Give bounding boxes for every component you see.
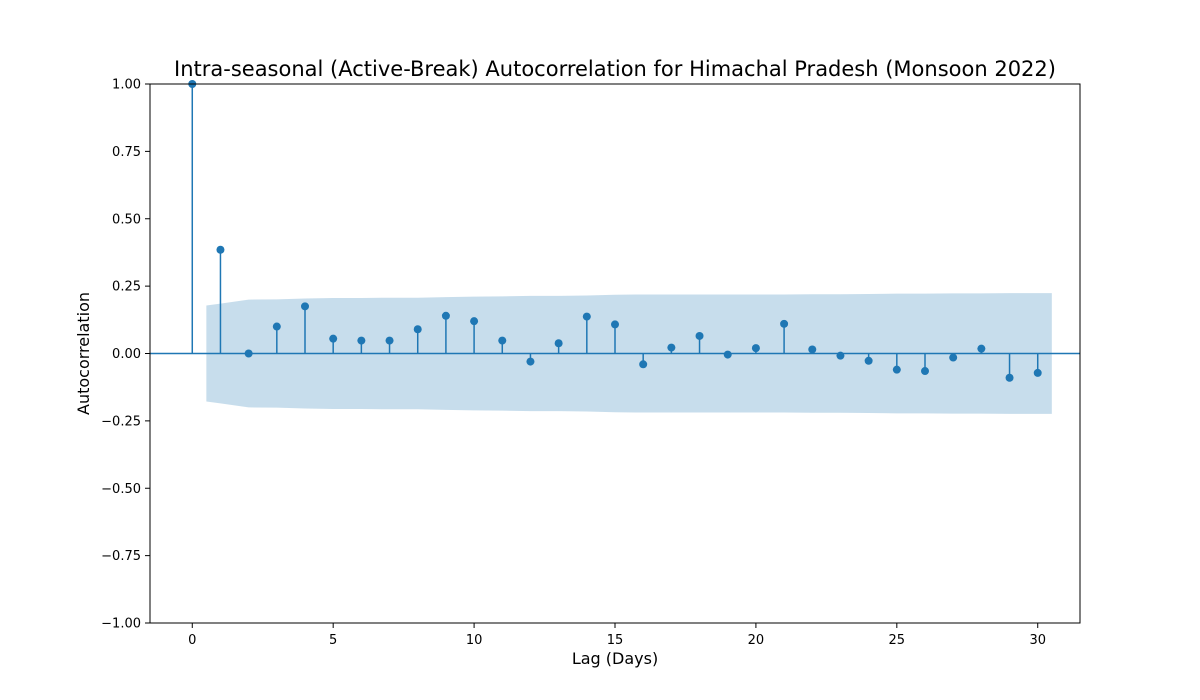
y-tick-label-2: −0.50 — [101, 482, 141, 497]
stem-marker-lag-25 — [892, 365, 901, 374]
stem-marker-lag-19 — [723, 350, 732, 359]
y-tick-label-1: −0.75 — [101, 549, 141, 564]
stem-marker-lag-26 — [921, 367, 929, 376]
y-axis-title: Autocorrelation — [74, 292, 93, 415]
stem-marker-lag-18 — [695, 331, 704, 340]
stem-marker-lag-4 — [301, 302, 309, 311]
x-tick-label-15: 15 — [607, 633, 624, 648]
x-tick-label-25: 25 — [889, 633, 906, 648]
y-axis: −1.00 −0.75 −0.50 −0.25 0.00 0.25 0.50 0.75 1.00 — [101, 78, 150, 632]
x-tick-label-20: 20 — [748, 633, 765, 648]
y-tick-label-6: 0.50 — [112, 212, 141, 227]
plot-area — [150, 80, 1080, 414]
stem-marker-lag-5 — [329, 334, 338, 343]
stem-marker-lag-14 — [582, 312, 591, 321]
x-tick-label-0: 0 — [188, 633, 196, 648]
stem-marker-lag-28 — [977, 344, 986, 353]
y-tick-label-7: 0.75 — [112, 145, 141, 160]
y-tick-label-8: 1.00 — [112, 78, 141, 93]
stem-marker-lag-13 — [554, 339, 563, 348]
y-tick-label-3: −0.25 — [101, 414, 141, 429]
stem-marker-lag-23 — [836, 351, 845, 360]
stem-marker-lag-16 — [639, 360, 648, 369]
x-axis: 0 5 10 15 20 25 30 — [188, 623, 1046, 648]
y-tick-label-4: 0.00 — [112, 347, 141, 362]
stem-marker-lag-27 — [949, 353, 958, 362]
y-tick-label-5: 0.25 — [112, 280, 141, 295]
stem-marker-lag-17 — [667, 343, 676, 352]
stem-marker-lag-22 — [808, 345, 817, 354]
stem-marker-lag-30 — [1033, 368, 1042, 377]
stem-marker-lag-11 — [498, 336, 507, 345]
x-tick-label-5: 5 — [329, 633, 337, 648]
stem-marker-lag-9 — [441, 311, 450, 320]
stem-marker-lag-21 — [780, 319, 789, 328]
stem-marker-lag-8 — [413, 325, 422, 334]
x-tick-label-30: 30 — [1029, 633, 1046, 648]
stem-marker-lag-20 — [751, 344, 760, 353]
stem-marker-lag-29 — [1005, 373, 1014, 382]
stem-marker-lag-3 — [272, 322, 281, 331]
stem-marker-lag-24 — [864, 356, 873, 365]
stem-marker-lag-12 — [526, 357, 535, 366]
stem-marker-lag-10 — [470, 317, 479, 326]
x-tick-label-10: 10 — [466, 633, 483, 648]
chart-title: Intra-seasonal (Active-Break) Autocorrel… — [174, 57, 1056, 81]
stem-marker-lag-15 — [611, 320, 619, 329]
y-tick-label-0: −1.00 — [101, 617, 141, 632]
stem-marker-lag-2 — [244, 349, 253, 358]
x-axis-title: Lag (Days) — [572, 649, 658, 668]
stem-marker-lag-7 — [385, 336, 394, 345]
stem-marker-lag-6 — [357, 336, 366, 345]
stem-marker-lag-1 — [216, 245, 225, 254]
